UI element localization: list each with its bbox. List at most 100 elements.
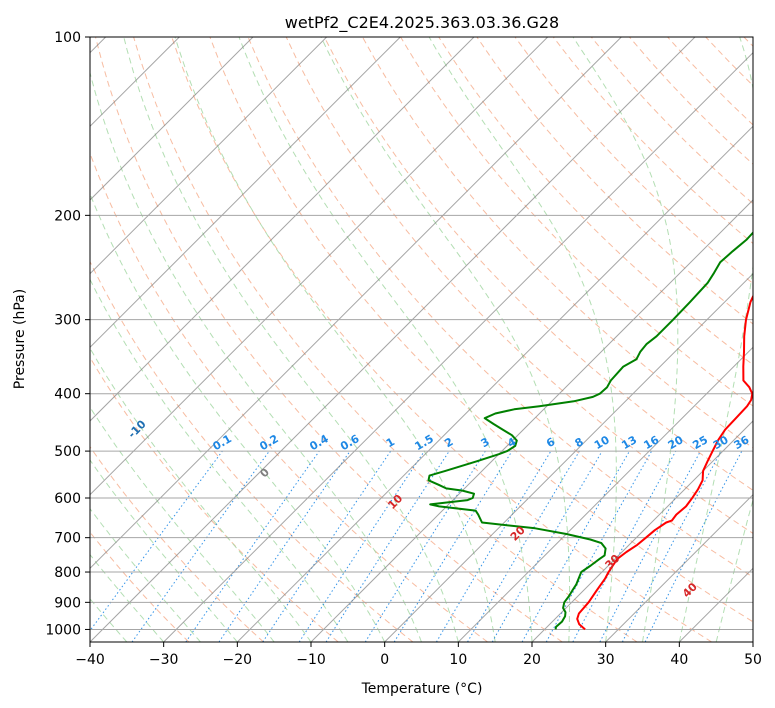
isotherm-line — [678, 567, 753, 642]
x-axis-label: Temperature (°C) — [361, 681, 483, 697]
mixing-ratio-label: 0.4 — [307, 432, 331, 453]
y-tick-label: 500 — [54, 444, 81, 460]
mixing-ratio-label: 20 — [666, 433, 686, 452]
moist-adiabat-line — [174, 37, 496, 642]
mixing-ratio-label: 0.2 — [257, 432, 280, 453]
mixing-ratio-line — [298, 450, 425, 642]
mixing-ratio-label: 1 — [384, 435, 397, 450]
x-tick-label: 50 — [744, 652, 762, 668]
dry-adiabat-line — [476, 37, 753, 325]
mixing-ratio-label: 25 — [690, 433, 710, 452]
dry-adiabat-line — [590, 37, 753, 205]
dry-adiabat-line — [133, 37, 638, 642]
isotherm-line — [90, 37, 696, 642]
mixing-ratio-line — [599, 450, 701, 642]
isotherm-line — [236, 125, 753, 642]
dry-adiabat-line — [247, 37, 753, 578]
background-lines — [90, 37, 753, 642]
isotherm-line — [605, 493, 753, 642]
dry-adiabat-line — [95, 37, 563, 642]
isotherm-line — [752, 641, 753, 642]
plot-frame — [89, 36, 754, 643]
dry-adiabat-line — [171, 37, 712, 642]
mixing-ratio-label: 16 — [641, 433, 661, 452]
moist-adiabat-line — [90, 406, 275, 642]
mixing-ratio-line — [521, 450, 630, 642]
moist-adiabat-line — [90, 553, 165, 642]
mixing-ratio-label: 13 — [619, 433, 639, 452]
isotherm-line — [163, 51, 753, 642]
mixing-ratio-label: 1.5 — [413, 432, 436, 453]
moist-adiabat-line — [572, 37, 679, 642]
mixing-ratio-line — [545, 450, 653, 642]
moist-adiabat-line — [90, 70, 422, 642]
moist-adiabat-line — [90, 278, 349, 642]
y-tick-label: 600 — [54, 491, 81, 507]
mixing-ratio-label: 3 — [479, 435, 492, 450]
mixing-ratio-line — [131, 450, 270, 642]
isotherm-line — [310, 199, 753, 642]
moist-adiabat-line — [428, 37, 617, 642]
x-tick-label: 20 — [523, 652, 541, 668]
moist-adiabat-line — [678, 37, 753, 642]
mixing-ratio-line — [218, 450, 351, 642]
x-axis-ticks: −40 −30 −20 −10 0 10 20 30 40 50 — [75, 642, 762, 668]
dry-adiabat-line — [90, 151, 488, 642]
y-tick-label: 200 — [54, 208, 81, 224]
mixing-ratio-label: 0.6 — [338, 432, 362, 453]
dewpoint-profile-line — [427, 231, 753, 630]
mixing-ratio-line — [435, 450, 552, 642]
y-tick-label: 800 — [54, 565, 81, 581]
dry-adiabat-line — [90, 260, 414, 642]
moist-adiabat-line — [90, 192, 386, 642]
dry-adiabat-line — [90, 445, 264, 642]
isotherm-line — [90, 37, 254, 201]
dry-adiabat-line — [323, 37, 753, 491]
mixing-ratio-line — [364, 450, 486, 642]
y-tick-label: 300 — [54, 313, 81, 329]
x-tick-label: 30 — [597, 652, 615, 668]
isotherm-line — [90, 37, 401, 349]
y-tick-label: 100 — [54, 30, 81, 46]
isotherm-line — [90, 37, 622, 570]
mixing-ratio-line — [90, 450, 223, 632]
mixing-ratio-label: 2 — [442, 435, 455, 450]
mixing-ratio-line — [467, 450, 580, 642]
x-tick-label: −10 — [296, 652, 326, 668]
moist-adiabat-label: 10 — [385, 492, 405, 512]
moist-adiabat-line — [90, 507, 201, 642]
x-tick-label: 10 — [449, 652, 467, 668]
dry-adiabat-line — [209, 37, 753, 623]
moist-adiabat-line — [90, 598, 128, 642]
dry-adiabat-line — [438, 37, 753, 366]
y-axis-ticks: 100 200 300 400 500 600 700 800 900 1000 — [45, 30, 90, 638]
dry-adiabat-line — [514, 37, 753, 285]
dry-adiabat-line — [552, 37, 753, 245]
mixing-ratio-label: 0.1 — [210, 432, 233, 453]
temperature-profile-line — [576, 294, 753, 631]
y-tick-label: 1000 — [45, 622, 81, 638]
mixing-ratio-line — [393, 450, 513, 642]
x-tick-label: 0 — [380, 652, 389, 668]
mixing-ratio-line — [572, 450, 677, 642]
dry-adiabat-line — [90, 356, 339, 642]
dry-adiabat-line — [285, 37, 753, 535]
dry-adiabat-line — [667, 37, 753, 126]
y-axis-label: Pressure (hPa) — [12, 289, 28, 389]
y-tick-label: 400 — [54, 387, 81, 403]
dry-adiabat-line — [705, 37, 753, 87]
moist-adiabat-line — [238, 37, 533, 642]
isotherm-line — [90, 37, 328, 275]
y-tick-label: 900 — [54, 595, 81, 611]
isotherm-line — [457, 346, 753, 642]
moist-adiabat-line — [320, 37, 571, 642]
x-tick-label: 40 — [670, 652, 688, 668]
mixing-ratio-line — [325, 450, 450, 642]
moist-adiabat-line — [715, 497, 753, 642]
isotherm-line — [90, 37, 475, 422]
grid-lines — [90, 37, 753, 642]
mixing-ratio-line — [185, 450, 320, 642]
profile-series — [427, 231, 753, 631]
dry-adiabat-line — [90, 531, 190, 642]
